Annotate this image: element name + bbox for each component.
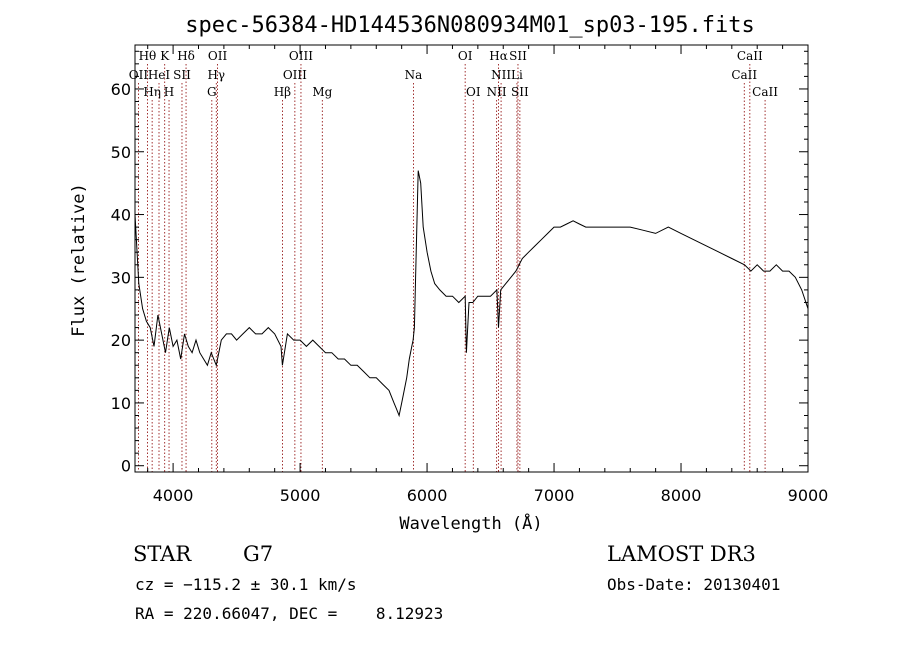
line-marker-label: Hδ	[177, 49, 195, 63]
y-tick-label: 0	[121, 457, 131, 476]
line-marker-label: SII	[511, 85, 529, 99]
line-marker-label: H	[164, 85, 174, 99]
y-axis-label: Flux (relative)	[69, 183, 89, 337]
y-tick-label: 30	[111, 268, 131, 287]
line-marker-label: Na	[405, 68, 423, 82]
y-axis-ticks: 0 10 20 30 40 50 60	[111, 50, 808, 476]
line-marker-label: HeI	[148, 68, 171, 82]
redshift-text: cz = −115.2 ± 30.1 km/s	[135, 575, 357, 594]
y-tick-label: 60	[111, 80, 131, 99]
radec-text: RA = 220.66047, DEC = 8.12923	[135, 604, 443, 623]
spectrum-line	[134, 170, 809, 418]
y-tick-label: 10	[111, 394, 131, 413]
line-marker-label: OI	[466, 85, 481, 99]
line-marker-label: CaII	[731, 68, 757, 82]
line-marker-label: Li	[511, 68, 523, 82]
line-marker-label: OI	[458, 49, 473, 63]
line-marker-label: Mg	[312, 85, 332, 99]
y-tick-label: 40	[111, 206, 131, 225]
line-marker-label: OIII	[283, 68, 307, 82]
line-marker-label: OII	[208, 49, 228, 63]
x-axis-label: Wavelength (Å)	[399, 512, 542, 534]
chart-title: spec-56384-HD144536N080934M01_sp03-195.f…	[185, 13, 755, 38]
line-marker-label: SII	[509, 49, 527, 63]
obs-date-text: Obs-Date: 20130401	[607, 575, 780, 594]
y-tick-label: 20	[111, 331, 131, 350]
line-marker-label: OIII	[289, 49, 313, 63]
line-marker-label: G	[207, 85, 217, 99]
x-tick-label: 4000	[153, 486, 194, 505]
x-tick-label: 5000	[280, 486, 321, 505]
line-marker-label: NII	[487, 85, 507, 99]
line-marker-label: K	[160, 49, 170, 63]
line-marker-label: Hα	[489, 49, 508, 63]
line-marker-label: SII	[173, 68, 191, 82]
x-axis-ticks: 4000 5000 6000 7000 8000 9000	[147, 45, 829, 505]
plot-frame	[134, 44, 809, 473]
line-marker-label: Hθ	[139, 49, 157, 63]
line-marker-label: OII	[129, 68, 149, 82]
object-subclass: G7	[243, 542, 273, 566]
x-tick-label: 6000	[407, 486, 448, 505]
line-marker-label: NII	[491, 68, 511, 82]
x-tick-label: 9000	[788, 486, 829, 505]
object-class: STAR	[133, 542, 192, 566]
line-marker-label: CaII	[752, 85, 778, 99]
line-marker-label: Hη	[143, 85, 161, 99]
y-tick-label: 50	[111, 143, 131, 162]
line-marker-label: Hβ	[274, 85, 291, 99]
survey-label: LAMOST DR3	[607, 542, 756, 566]
line-marker-label: CaII	[737, 49, 763, 63]
x-tick-label: 7000	[534, 486, 575, 505]
line-marker-label: Hγ	[207, 68, 225, 82]
x-tick-label: 8000	[661, 486, 702, 505]
